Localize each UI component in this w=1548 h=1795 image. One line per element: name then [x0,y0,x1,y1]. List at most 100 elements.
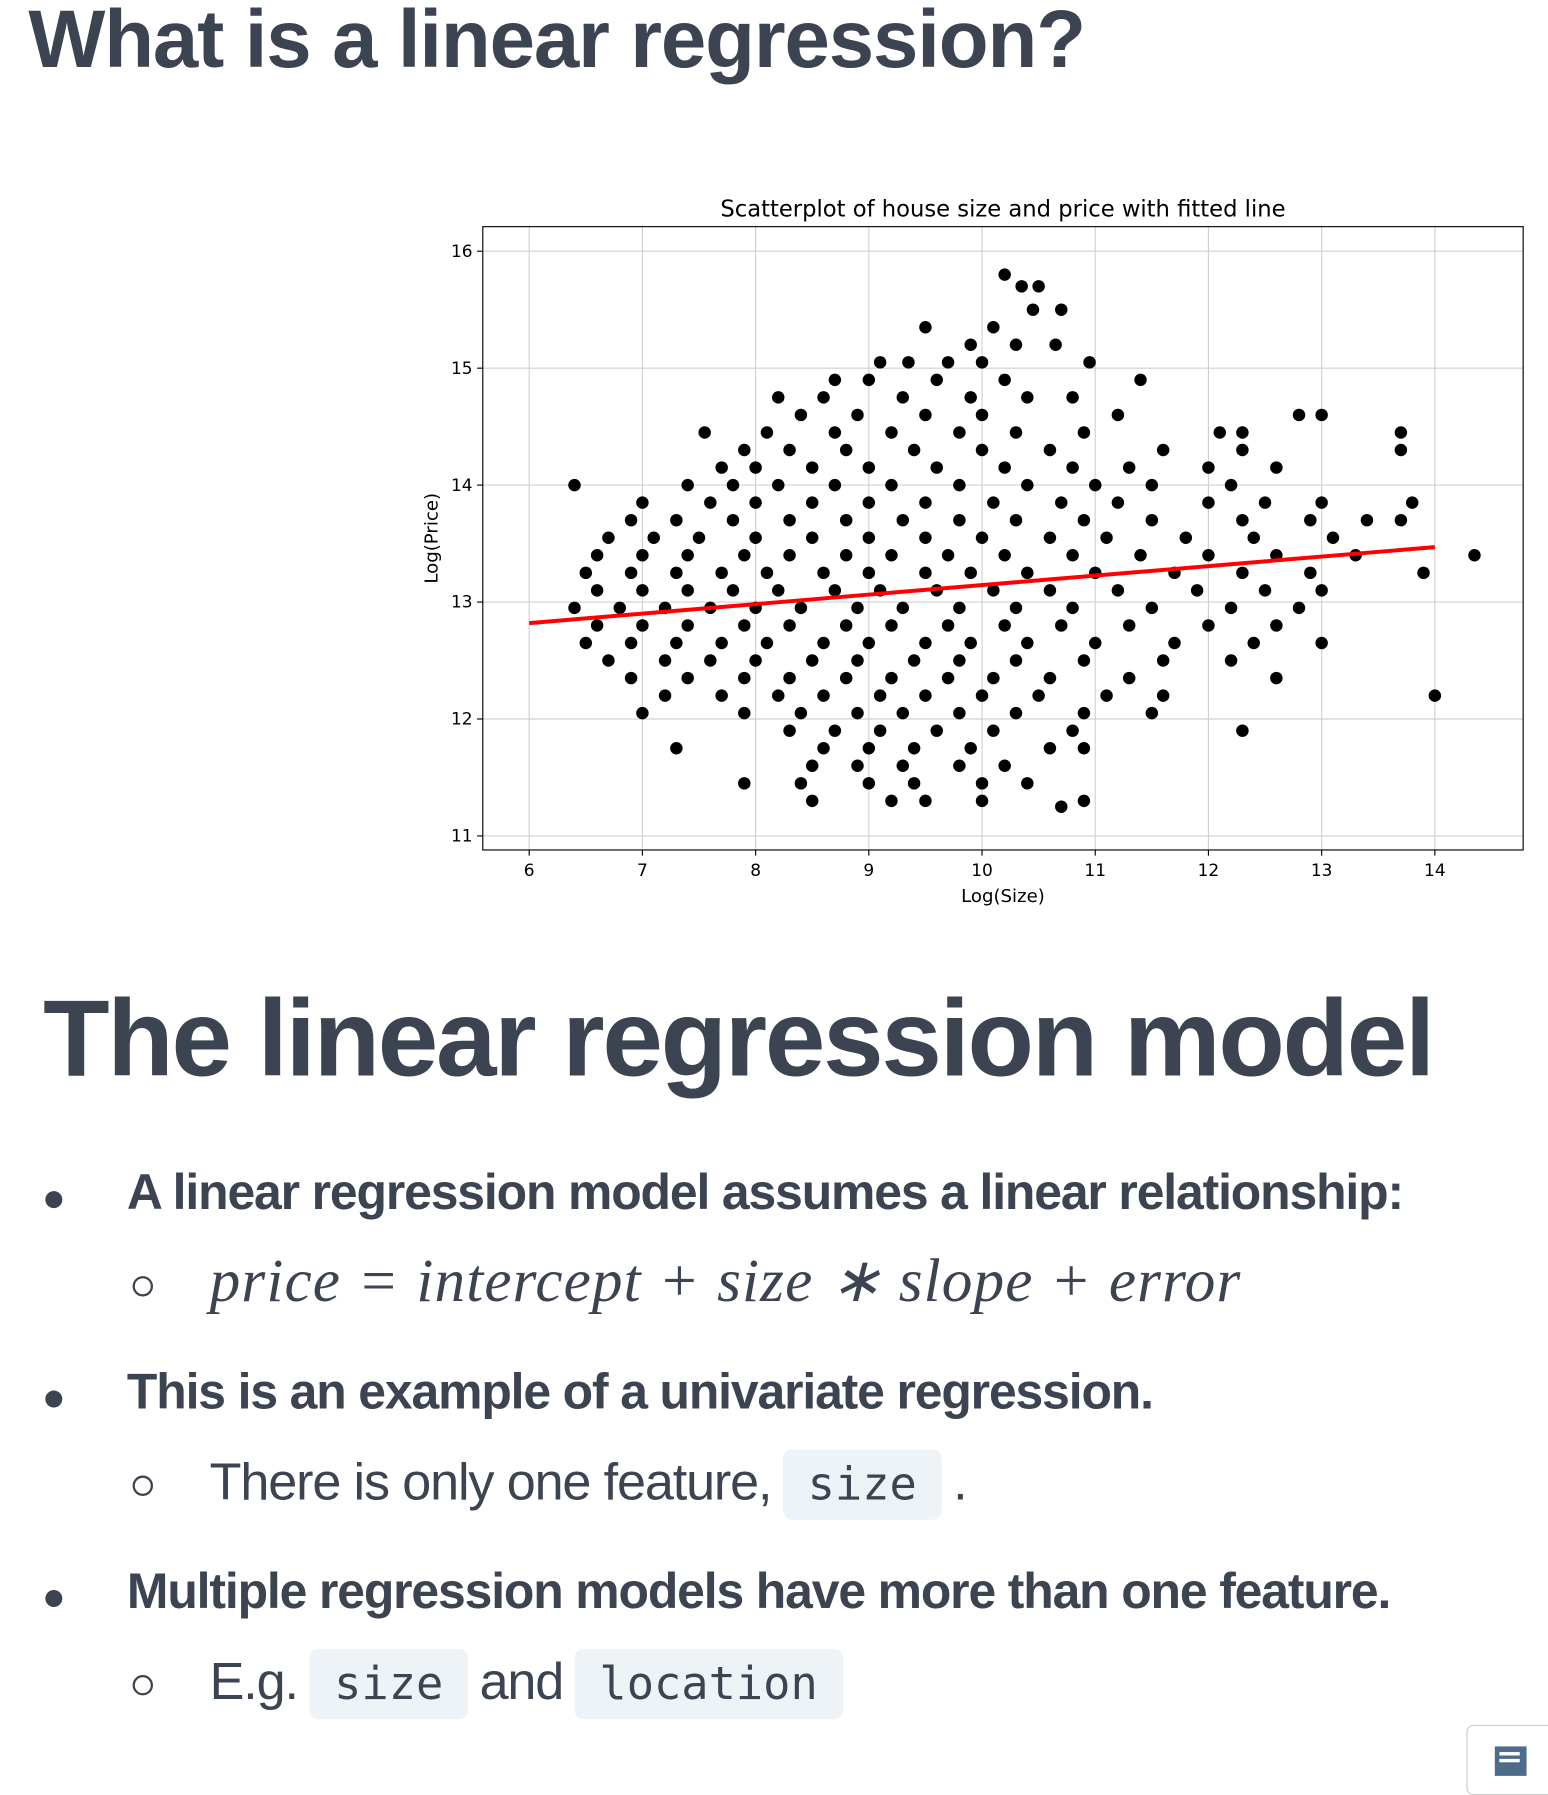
point [1009,654,1023,667]
y-tick-label: 13 [451,593,473,613]
point [953,654,966,667]
point [772,689,785,702]
x-tick-label: 10 [971,861,993,881]
point [1066,601,1079,615]
y-tick-label: 12 [451,710,473,730]
point [590,619,604,632]
point [1009,601,1023,615]
point [1360,513,1374,527]
point [1021,566,1034,580]
point [964,636,977,650]
point [1468,549,1481,562]
point [1089,636,1102,650]
bullet-dot [45,1390,63,1408]
point [1179,531,1193,544]
point [975,443,989,457]
point [1417,566,1430,580]
point [805,531,819,544]
point [1258,584,1272,597]
point [590,549,604,562]
point [1190,584,1204,597]
point [1055,800,1068,813]
point [987,496,1000,509]
point [1202,461,1215,474]
point [828,584,842,597]
point [1224,654,1238,667]
point [1236,724,1249,737]
point [1083,356,1096,369]
sub-text: E.g. [209,1651,299,1711]
point [1021,478,1034,492]
toolbar-button[interactable] [1466,1724,1548,1795]
point [726,584,740,597]
point [670,513,683,527]
bullet-text: A linear regression model assumes a line… [126,1165,1404,1221]
point [975,777,989,790]
point [885,794,898,808]
point [681,619,694,632]
point [930,373,943,387]
point [885,478,898,492]
fitted-line [529,545,1436,626]
point [1089,478,1102,492]
point [964,566,977,580]
point [919,531,932,544]
point [1066,724,1079,737]
section-title: The linear regression model [43,978,1435,1100]
point [760,636,774,650]
point [919,408,932,422]
point [772,478,785,492]
y-tick-label: 16 [451,242,473,262]
point [1026,303,1040,316]
point [1021,636,1034,650]
point [862,742,876,755]
point [1394,513,1408,527]
point [590,584,604,597]
point [975,794,989,808]
point [930,724,943,737]
point [919,636,932,650]
point [760,426,774,439]
point [1168,636,1181,650]
point [1270,671,1283,685]
sub-bullet: There is only one feature, size. [210,1449,968,1520]
point [1077,794,1091,808]
point [1043,671,1057,685]
point [1394,426,1408,439]
point [749,496,762,509]
point [1122,461,1136,474]
y-tick-label: 15 [451,359,473,379]
point [1202,496,1215,509]
point [1055,619,1068,632]
point [919,566,932,580]
point [636,584,649,597]
point [783,724,796,737]
point [1315,408,1328,422]
point [896,601,910,615]
x-tick-label: 12 [1198,861,1220,881]
point [805,496,819,509]
point [902,356,915,369]
x-tick-label: 14 [1424,861,1446,881]
point [987,584,1000,597]
point [670,636,683,650]
point [839,671,853,685]
point [828,426,842,439]
chart-title: Scatterplot of house size and price with… [720,196,1285,222]
point [885,549,898,562]
point [851,759,864,773]
point [715,636,728,650]
point [1156,443,1170,457]
point [1077,426,1091,439]
point [862,636,876,650]
point [975,531,989,544]
point [862,777,876,790]
point [794,777,808,790]
point [953,426,966,439]
point [1122,671,1136,685]
point [896,513,910,527]
point [862,531,876,544]
point [1156,654,1170,667]
point [851,654,864,667]
